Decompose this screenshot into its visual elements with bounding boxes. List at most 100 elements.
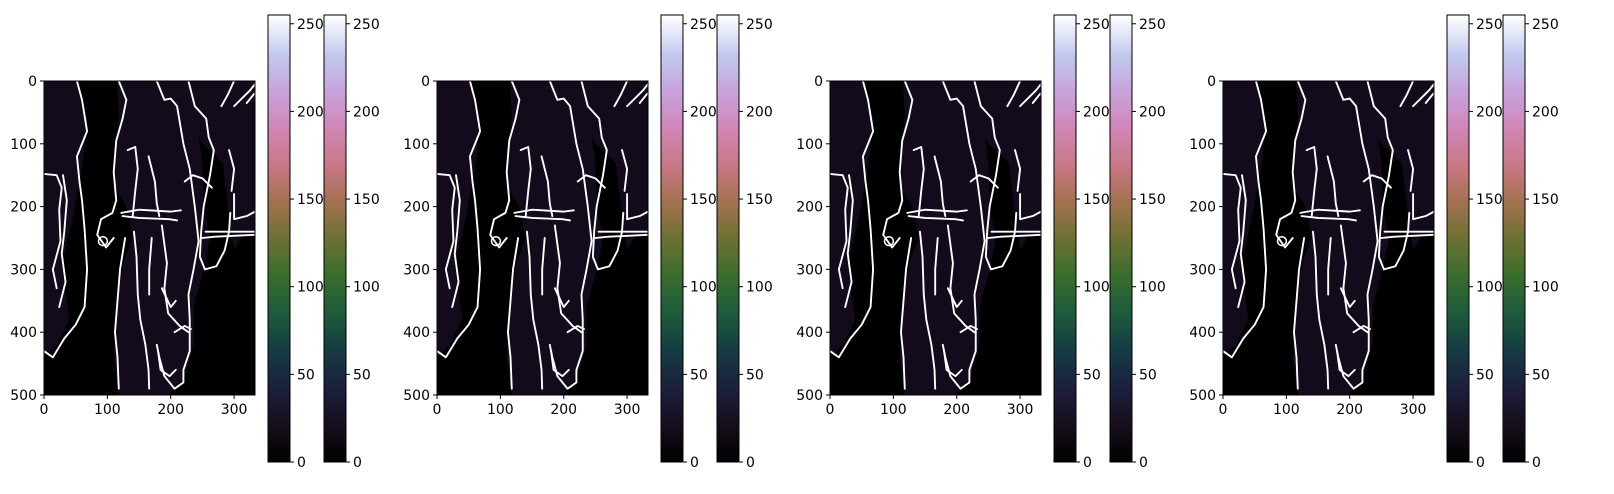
colorbar-tick-label: 250 <box>1083 17 1110 33</box>
x-tick-label: 100 <box>1273 402 1300 418</box>
panel-1: 0 100 200 300010020030040050005010015020025… <box>10 14 380 471</box>
x-tick-label: 100 <box>880 402 907 418</box>
y-tick-label: 400 <box>1189 325 1216 341</box>
y-tick-label: 500 <box>1189 388 1216 404</box>
colorbar-2 <box>716 14 740 463</box>
y-tick-label: 300 <box>403 262 430 278</box>
colorbar-tick-label: 200 <box>1139 104 1166 120</box>
colorbar-tick-label: 150 <box>297 192 324 208</box>
colorbar-tick-label: 200 <box>1476 104 1503 120</box>
panel-3: 0 100 200 300010020030040050005010015020025… <box>796 14 1166 471</box>
colorbar-tick-label: 250 <box>1139 17 1166 33</box>
y-tick-label: 100 <box>10 137 37 153</box>
colorbar-tick-label: 50 <box>1476 367 1494 383</box>
colorbar-tick-label: 200 <box>746 104 773 120</box>
colorbar-tick-label: 50 <box>297 367 315 383</box>
colorbar-tick-label: 100 <box>297 280 324 296</box>
colorbar-tick-label: 250 <box>746 17 773 33</box>
colorbar-tick-label: 150 <box>1083 192 1110 208</box>
image-frame <box>1222 80 1435 396</box>
colorbar-tick-label: 0 <box>1139 455 1148 471</box>
colorbar-tick-label: 250 <box>297 17 324 33</box>
colorbar-tick-label: 200 <box>1083 104 1110 120</box>
colorbar-tick-label: 100 <box>353 280 380 296</box>
colorbar-tick-label: 0 <box>690 455 699 471</box>
colorbar-tick-label: 100 <box>746 280 773 296</box>
colorbar-tick-label: 150 <box>1532 192 1559 208</box>
y-tick-label: 500 <box>403 388 430 404</box>
y-tick-label: 0 <box>28 74 37 90</box>
colorbar-tick-label: 200 <box>690 104 717 120</box>
x-tick-label: 200 <box>157 402 184 418</box>
y-tick-label: 200 <box>1189 200 1216 216</box>
colorbar-tick-label: 100 <box>1083 280 1110 296</box>
x-tick-label: 300 <box>614 402 641 418</box>
x-tick-label: 200 <box>1336 402 1363 418</box>
colorbar-tick-label: 100 <box>1476 280 1503 296</box>
colorbar-tick-label: 250 <box>690 17 717 33</box>
colorbar-tick-label: 50 <box>690 367 708 383</box>
colorbar-tick-label: 150 <box>690 192 717 208</box>
y-tick-label: 300 <box>796 262 823 278</box>
y-tick-label: 0 <box>1207 74 1216 90</box>
colorbar-tick-label: 0 <box>1083 455 1092 471</box>
colorbar-tick-label: 150 <box>1139 192 1166 208</box>
colorbar-tick-label: 50 <box>1532 367 1550 383</box>
x-tick-label: 0 <box>433 402 442 418</box>
colorbar-1 <box>660 14 684 463</box>
colorbar-tick-label: 0 <box>746 455 755 471</box>
colorbar-tick-label: 250 <box>353 17 380 33</box>
colorbar-2 <box>1502 14 1526 463</box>
x-tick-label: 0 <box>826 402 835 418</box>
colorbar-tick-label: 50 <box>1083 367 1101 383</box>
y-tick-label: 100 <box>403 137 430 153</box>
x-tick-label: 0 <box>40 402 49 418</box>
x-tick-label: 0 <box>1219 402 1228 418</box>
colorbar-tick-label: 100 <box>1532 280 1559 296</box>
y-tick-label: 200 <box>403 200 430 216</box>
x-tick-label: 300 <box>221 402 248 418</box>
colorbar-2 <box>323 14 347 463</box>
colorbar-tick-label: 0 <box>353 455 362 471</box>
colorbar-tick-label: 50 <box>353 367 371 383</box>
panel-4: 0 100 200 300010020030040050005010015020025… <box>1189 14 1559 471</box>
colorbar-tick-label: 250 <box>1532 17 1559 33</box>
y-tick-label: 500 <box>796 388 823 404</box>
y-tick-label: 500 <box>10 388 37 404</box>
image-frame <box>829 80 1042 396</box>
colorbar-1 <box>1053 14 1077 463</box>
colorbar-1 <box>1446 14 1470 463</box>
x-tick-label: 100 <box>94 402 121 418</box>
colorbar-tick-label: 200 <box>1532 104 1559 120</box>
colorbar-tick-label: 150 <box>746 192 773 208</box>
image-frame <box>43 80 256 396</box>
x-tick-label: 300 <box>1007 402 1034 418</box>
y-tick-label: 0 <box>814 74 823 90</box>
y-tick-label: 100 <box>1189 137 1216 153</box>
y-tick-label: 200 <box>10 200 37 216</box>
y-tick-label: 400 <box>403 325 430 341</box>
colorbar-2 <box>1109 14 1133 463</box>
colorbar-tick-label: 0 <box>1532 455 1541 471</box>
colorbar-tick-label: 0 <box>1476 455 1485 471</box>
colorbar-tick-label: 100 <box>1139 280 1166 296</box>
colorbar-tick-label: 200 <box>353 104 380 120</box>
y-tick-label: 400 <box>796 325 823 341</box>
y-tick-label: 100 <box>796 137 823 153</box>
colorbar-tick-label: 50 <box>746 367 764 383</box>
x-tick-label: 100 <box>487 402 514 418</box>
x-tick-label: 200 <box>550 402 577 418</box>
x-tick-label: 200 <box>943 402 970 418</box>
colorbar-tick-label: 150 <box>353 192 380 208</box>
x-tick-label: 300 <box>1400 402 1427 418</box>
colorbar-tick-label: 100 <box>690 280 717 296</box>
colorbar-1 <box>267 14 291 463</box>
colorbar-tick-label: 150 <box>1476 192 1503 208</box>
colorbar-tick-label: 200 <box>297 104 324 120</box>
y-tick-label: 300 <box>1189 262 1216 278</box>
colorbar-tick-label: 0 <box>297 455 306 471</box>
y-tick-label: 200 <box>796 200 823 216</box>
image-frame <box>436 80 649 396</box>
colorbar-tick-label: 250 <box>1476 17 1503 33</box>
